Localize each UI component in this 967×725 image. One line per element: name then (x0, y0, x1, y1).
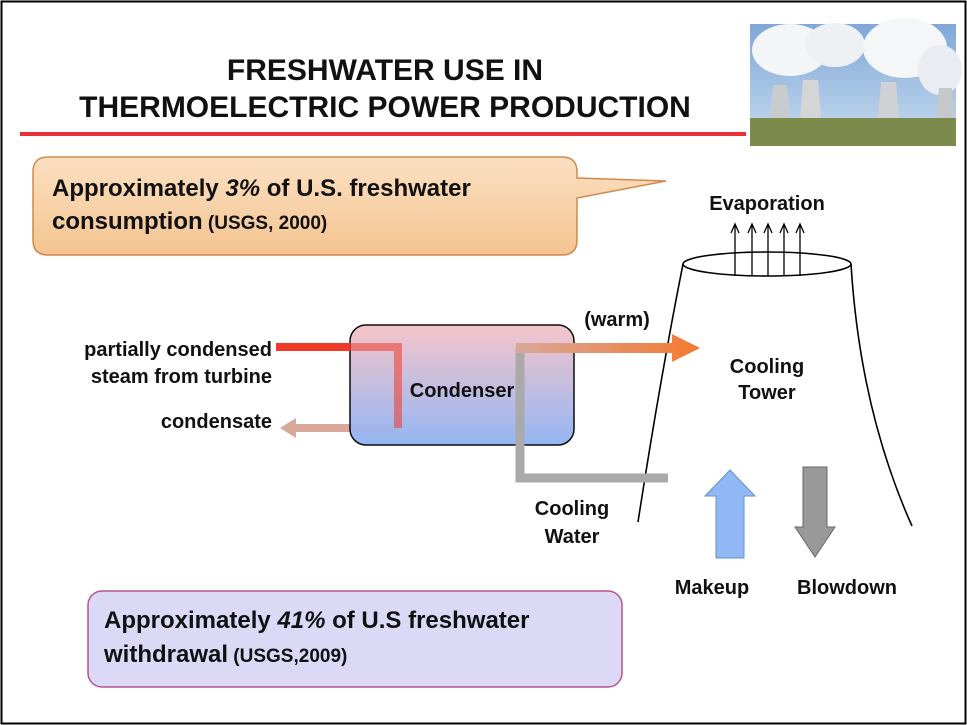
condensate-label: condensate (161, 411, 272, 433)
cooling-tower-label: Cooling (730, 356, 804, 378)
evaporation-label: Evaporation (709, 193, 825, 215)
cooling-tower-label: Tower (738, 382, 796, 404)
source: (USGS, 2000) (203, 213, 328, 234)
warm-label: (warm) (584, 309, 650, 331)
text: of U.S freshwater (325, 607, 529, 634)
callout-withdrawal-box (88, 591, 622, 687)
callout-withdrawal-line2: withdrawal (USGS,2009) (103, 641, 347, 668)
text: consumption (52, 208, 203, 235)
highlight: 41% (276, 607, 325, 634)
makeup-label: Makeup (675, 577, 749, 599)
cooling-water-label: Cooling (535, 498, 609, 520)
condenser-label: Condenser (410, 380, 515, 402)
cooling-water-label: Water (545, 526, 600, 548)
text: withdrawal (103, 641, 228, 668)
text: of U.S. freshwater (260, 175, 471, 202)
slide: FRESHWATER USE IN THERMOELECTRIC POWER P… (0, 0, 967, 725)
blowdown-label: Blowdown (797, 577, 897, 599)
callout-consumption-line2: consumption (USGS, 2000) (52, 208, 327, 235)
steam-label: steam from turbine (91, 366, 272, 388)
highlight: 3% (225, 175, 260, 202)
text: Approximately (104, 607, 277, 634)
title-rule (20, 132, 746, 136)
steam-label: partially condensed (84, 339, 272, 361)
photo (750, 18, 962, 146)
title-line1: FRESHWATER USE IN (227, 54, 543, 87)
title-line2: THERMOELECTRIC POWER PRODUCTION (79, 91, 691, 124)
text: Approximately (52, 175, 225, 202)
source: (USGS,2009) (228, 646, 347, 667)
callout-consumption-line1: Approximately 3% of U.S. freshwater (52, 175, 471, 202)
callout-withdrawal-line1: Approximately 41% of U.S freshwater (104, 607, 529, 634)
callout-consumption-box (33, 157, 666, 255)
